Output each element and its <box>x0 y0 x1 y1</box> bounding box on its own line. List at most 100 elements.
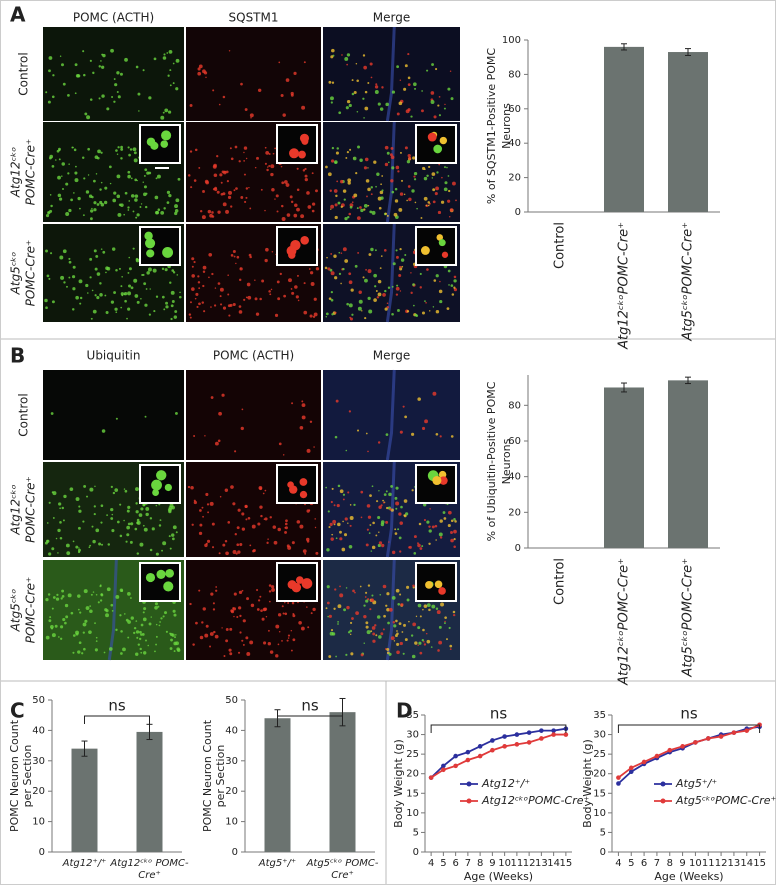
cell <box>246 652 251 656</box>
cell <box>78 641 82 645</box>
cell <box>371 594 374 597</box>
cell <box>425 301 427 304</box>
cell <box>99 585 102 588</box>
x-tick-label: 13 <box>728 858 741 869</box>
x-tick-label: 12 <box>523 858 536 869</box>
cell <box>199 509 202 512</box>
inset-cell <box>165 568 174 578</box>
cell <box>325 486 327 489</box>
cell <box>72 146 74 149</box>
cell <box>48 69 51 73</box>
cell <box>67 93 70 97</box>
cell <box>363 642 366 645</box>
cell <box>86 495 89 498</box>
cell <box>89 59 92 62</box>
cell <box>114 83 118 87</box>
cell <box>89 605 91 607</box>
bar <box>668 380 708 548</box>
cell <box>366 528 369 531</box>
cell <box>89 609 93 614</box>
y-axis-label: Body Weight (g) <box>392 739 405 828</box>
cell <box>447 175 450 177</box>
inset <box>276 124 318 164</box>
cell <box>212 602 215 605</box>
cell <box>435 274 439 278</box>
inset-cell <box>300 235 309 245</box>
inset-cell <box>425 580 433 589</box>
cell <box>263 641 267 645</box>
cell <box>384 307 388 311</box>
cell <box>439 435 442 438</box>
cell <box>347 178 352 183</box>
cell <box>280 93 284 98</box>
cell <box>403 514 407 518</box>
y-tick-label: 15 <box>406 788 419 799</box>
cell <box>363 604 366 607</box>
micrograph <box>186 370 321 460</box>
cell <box>398 622 402 626</box>
cell <box>127 522 131 526</box>
cell <box>110 300 115 304</box>
cell <box>419 547 423 550</box>
cell <box>414 313 418 317</box>
cell <box>226 180 229 183</box>
cell <box>331 487 334 490</box>
x-tick-label: 6 <box>641 858 647 869</box>
cell <box>88 194 93 198</box>
cell <box>136 521 139 525</box>
inset-cell <box>145 238 156 249</box>
cell <box>429 310 431 312</box>
row-label: Control <box>17 52 31 95</box>
cell <box>336 504 340 508</box>
cell <box>368 532 371 534</box>
cell <box>334 276 338 280</box>
panel-label: A <box>10 3 26 27</box>
cell <box>45 306 48 310</box>
cell <box>380 255 383 257</box>
cell <box>290 288 293 290</box>
y-tick-label: 30 <box>593 730 606 741</box>
cell <box>276 210 279 213</box>
cell <box>78 608 80 611</box>
cell <box>100 521 103 524</box>
cell <box>311 172 314 175</box>
cell <box>94 622 96 625</box>
cell <box>395 588 400 593</box>
cell <box>202 190 205 193</box>
cell <box>75 632 79 636</box>
cell <box>246 597 250 601</box>
cell <box>225 628 229 631</box>
cell <box>338 111 342 115</box>
cell <box>349 633 352 636</box>
cell <box>199 635 204 640</box>
cell <box>349 629 353 633</box>
cell <box>249 640 254 645</box>
cell <box>333 523 336 526</box>
cell <box>232 502 236 506</box>
cell <box>83 177 86 180</box>
cell <box>257 522 261 526</box>
cell <box>197 71 202 76</box>
cell <box>61 63 64 67</box>
cell <box>132 210 135 213</box>
bar <box>668 52 708 212</box>
cell <box>171 505 175 510</box>
cell <box>78 505 81 508</box>
row-label: POMC-Cre⁺ <box>24 139 38 206</box>
cell <box>219 173 223 177</box>
point <box>477 753 483 759</box>
cell <box>130 597 132 599</box>
cell <box>413 552 417 555</box>
cell <box>238 590 243 595</box>
cell <box>101 543 104 546</box>
cell <box>61 506 65 510</box>
inset-cell <box>438 239 446 247</box>
cell <box>330 159 335 163</box>
cell <box>205 492 209 497</box>
cell <box>350 288 354 292</box>
cell <box>82 214 85 217</box>
cell <box>339 537 343 541</box>
cell <box>117 95 121 99</box>
cell <box>304 552 307 555</box>
cell <box>440 602 444 607</box>
